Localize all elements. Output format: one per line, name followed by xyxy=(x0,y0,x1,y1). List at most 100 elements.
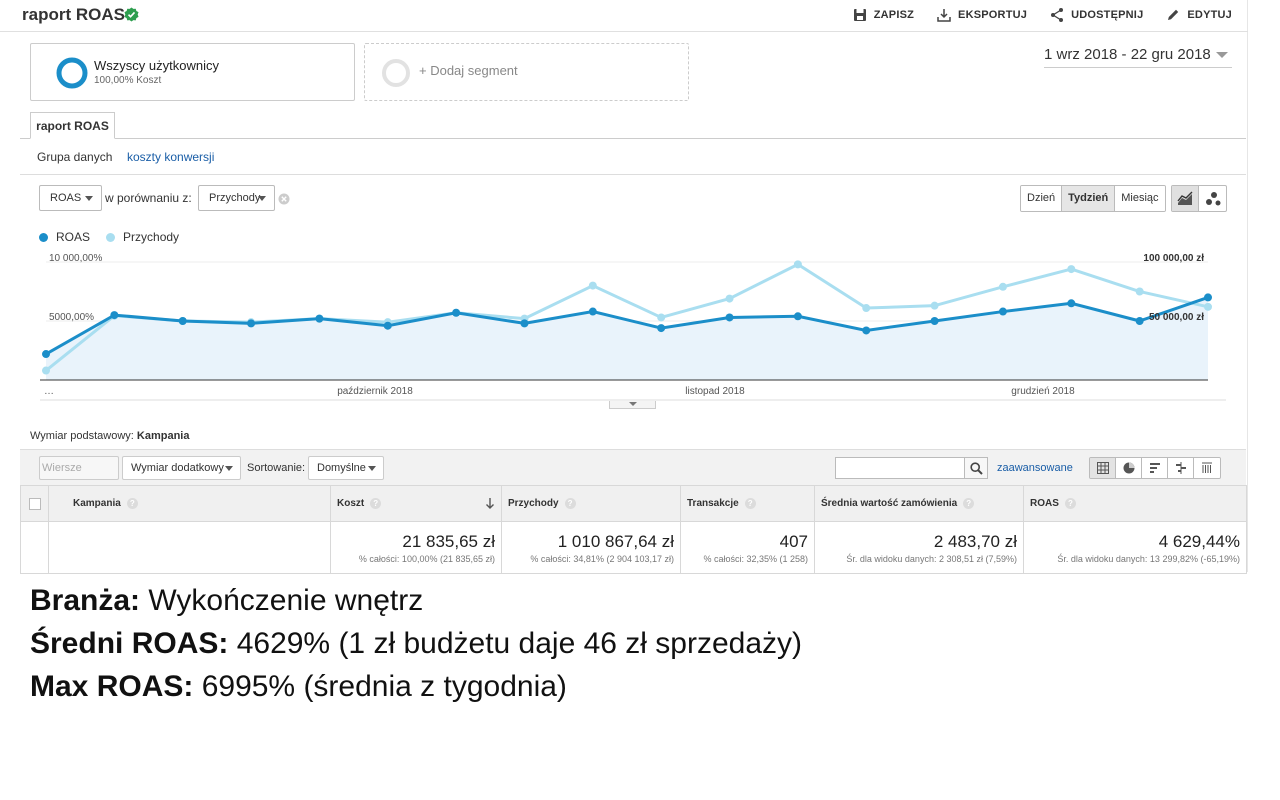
share-button[interactable]: UDOSTĘPNIJ xyxy=(1049,7,1143,23)
report-actions: ZAPISZ EKSPORTUJ UDOSTĘPNIJ EDYTUJ xyxy=(852,7,1232,23)
data-point xyxy=(110,311,119,320)
data-point xyxy=(725,294,734,303)
column-header-campaign[interactable]: Kampania? xyxy=(48,485,331,522)
data-point xyxy=(1067,299,1076,308)
clear-compare-icon[interactable] xyxy=(278,193,290,205)
roas-area xyxy=(46,297,1208,380)
caption-value: 4629% (1 zł budżetu daje 46 zł sprzedaży… xyxy=(228,627,803,660)
compare-metric-select[interactable]: Przychody xyxy=(198,185,275,211)
export-icon xyxy=(937,9,951,22)
share-label: UDOSTĘPNIJ xyxy=(1071,9,1144,21)
sort-descending-icon[interactable] xyxy=(485,497,495,510)
total-revenue-cell: 1 010 867,64 zł % całości: 34,81% (2 904 … xyxy=(501,521,681,574)
chevron-down-icon xyxy=(258,196,266,201)
primary-dimension: Wymiar podstawowy: Kampania xyxy=(30,430,189,442)
table-search-input[interactable] xyxy=(835,457,965,479)
data-point xyxy=(793,260,802,269)
advanced-filter-link[interactable]: zaawansowane xyxy=(997,462,1073,474)
data-point xyxy=(588,281,597,290)
period-week-button[interactable]: Tydzień xyxy=(1062,186,1116,211)
search-button[interactable] xyxy=(964,457,988,479)
comparison-view-button[interactable] xyxy=(1168,458,1194,478)
segment-name: Wszyscy użytkownicy xyxy=(94,58,219,73)
motion-chart-button[interactable] xyxy=(1199,186,1226,211)
period-month-button[interactable]: Miesiąc xyxy=(1115,186,1165,211)
column-header-label: Średnia wartość zamówienia xyxy=(821,498,958,510)
edit-label: EDYTUJ xyxy=(1187,9,1232,21)
tab-raport-roas[interactable]: raport ROAS xyxy=(30,112,115,139)
help-icon[interactable]: ? xyxy=(370,497,382,509)
save-button[interactable]: ZAPISZ xyxy=(852,7,914,23)
help-icon[interactable]: ? xyxy=(126,497,138,509)
data-point xyxy=(42,350,50,359)
data-group-link[interactable]: koszty konwersji xyxy=(127,150,215,164)
chevron-down-icon[interactable] xyxy=(1216,52,1228,58)
edit-button[interactable]: EDYTUJ xyxy=(1165,7,1232,23)
total-subtext: % całości: 32,35% (1 258) xyxy=(703,554,808,564)
column-header-label: Koszt xyxy=(337,498,365,510)
column-header-cost[interactable]: Koszt? xyxy=(330,485,502,522)
help-icon[interactable]: ? xyxy=(1064,497,1076,509)
series-line-roas xyxy=(45,295,1209,356)
column-header-avg-order-value[interactable]: Średnia wartość zamówienia? xyxy=(814,485,1024,522)
chevron-down-icon xyxy=(85,196,93,201)
pie-view-button[interactable] xyxy=(1116,458,1142,478)
table-view-button[interactable] xyxy=(1090,458,1116,478)
segment-all-users[interactable]: Wszyscy użytkownicy 100,00% Koszt xyxy=(30,43,355,101)
period-day-button[interactable]: Dzień xyxy=(1021,186,1063,211)
data-point xyxy=(42,366,50,375)
line-chart[interactable]: 10 000,00% 5000,00% 100 000,00 zł 50 000,00… xyxy=(0,250,1248,410)
performance-view-button[interactable] xyxy=(1142,458,1168,478)
select-all-checkbox[interactable] xyxy=(28,497,41,510)
x-axis-tick-label: październik 2018 xyxy=(337,386,413,397)
column-header-roas[interactable]: ROAS? xyxy=(1023,485,1247,522)
data-point xyxy=(247,319,256,328)
column-header-revenue[interactable]: Przychody? xyxy=(501,485,681,522)
x-axis-tick-label: … xyxy=(44,386,54,397)
legend-label: Przychody xyxy=(123,230,180,244)
add-segment-button[interactable]: + Dodaj segment xyxy=(364,43,689,101)
y-axis-left-label: 5000,00% xyxy=(49,312,94,323)
date-range-picker[interactable]: 1 wrz 2018 - 22 gru 2018 xyxy=(1044,46,1211,63)
segment-subtitle: 100,00% Koszt xyxy=(94,75,162,86)
data-point xyxy=(930,317,939,325)
chevron-down-icon xyxy=(225,466,233,471)
empty-segment-ring-icon xyxy=(382,59,410,87)
grid-icon xyxy=(1096,462,1109,474)
secondary-dimension-select[interactable]: Wymiar dodatkowy xyxy=(122,456,241,480)
caption-value: 6995% (średnia z tygodnia) xyxy=(193,670,567,703)
data-point xyxy=(588,307,597,316)
metric-select[interactable]: ROAS xyxy=(39,185,102,211)
data-point xyxy=(1135,317,1144,325)
share-icon xyxy=(1051,8,1064,22)
help-icon[interactable]: ? xyxy=(564,497,576,509)
export-button[interactable]: EKSPORTUJ xyxy=(936,7,1027,23)
caption-average-roas: Średni ROAS: 4629% (1 zł budżetu daje 46… xyxy=(30,627,802,661)
column-header-label: Transakcje xyxy=(687,498,739,510)
total-avg-order-cell: 2 483,70 zł Śr. dla widoku danych: 2 308,… xyxy=(814,521,1024,574)
total-value: 2 483,70 zł xyxy=(933,532,1017,551)
chart-collapse-handle[interactable] xyxy=(609,401,656,409)
line-chart-button[interactable] xyxy=(1172,186,1200,211)
pivot-view-button[interactable] xyxy=(1194,458,1220,478)
select-all-cell[interactable] xyxy=(20,485,49,522)
primary-dimension-value[interactable]: Kampania xyxy=(136,430,190,442)
data-point xyxy=(178,317,187,325)
plot-rows-button[interactable]: Wiersze wykresu xyxy=(39,456,119,496)
search-icon xyxy=(969,461,983,475)
totals-empty-cell xyxy=(20,521,49,574)
legend-item-roas: ROAS xyxy=(39,230,90,244)
report-header: raport ROAS ZAPISZ EKSPORTUJ UDOSTĘPNIJ … xyxy=(0,0,1248,32)
help-icon[interactable]: ? xyxy=(744,497,756,509)
report-title: raport ROAS xyxy=(22,5,125,24)
total-cost-cell: 21 835,65 zł % całości: 100,00% (21 835,6… xyxy=(330,521,502,574)
totals-campaign-cell xyxy=(48,521,331,574)
sort-select[interactable]: Domyślne xyxy=(308,456,384,480)
chart-legend: ROAS Przychody xyxy=(39,230,179,244)
compare-label: w porównaniu z: xyxy=(105,191,192,205)
date-range-underline xyxy=(1044,67,1232,68)
help-icon[interactable]: ? xyxy=(963,497,975,509)
column-header-label: Przychody xyxy=(508,498,559,510)
column-header-transactions[interactable]: Transakcje? xyxy=(680,485,815,522)
total-value: 21 835,65 zł xyxy=(402,532,495,551)
